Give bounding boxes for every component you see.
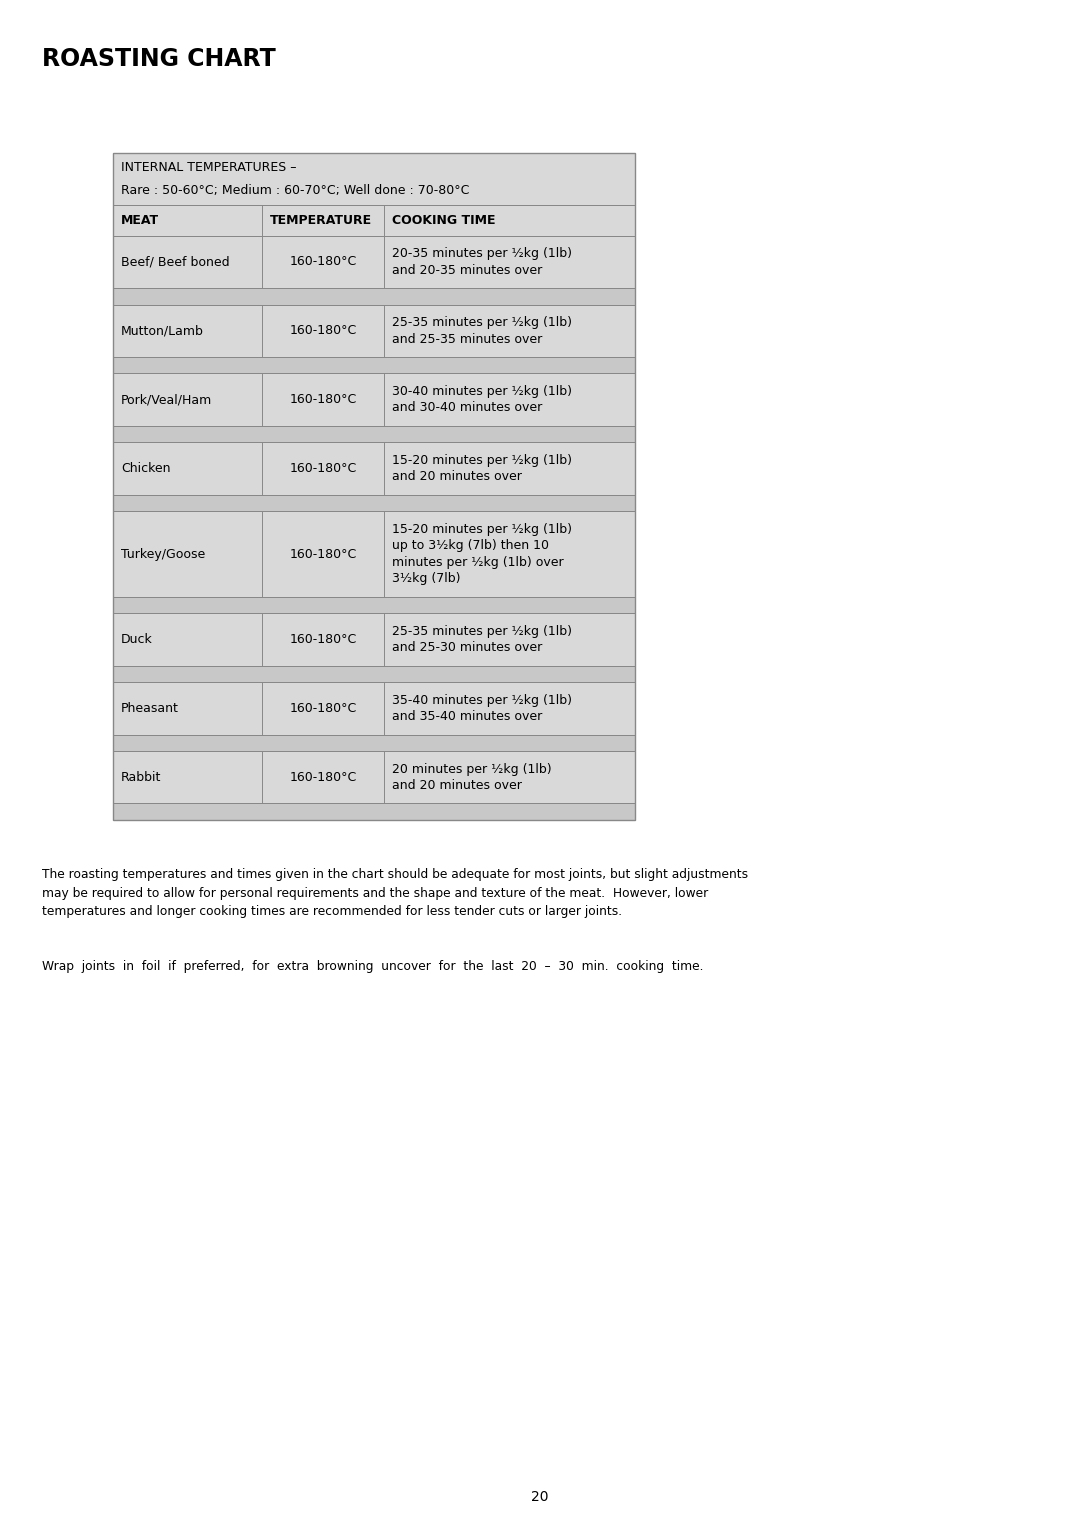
Bar	[113, 613, 261, 666]
Text: The roasting temperatures and times given in the chart should be adequate for mo: The roasting temperatures and times give…	[42, 868, 748, 918]
Text: Rabbit: Rabbit	[121, 770, 161, 784]
Text: Beef/ Beef boned: Beef/ Beef boned	[121, 255, 230, 269]
Text: 160-180°C: 160-180°C	[289, 324, 356, 338]
Bar	[261, 613, 384, 666]
Bar	[113, 443, 261, 495]
Bar	[261, 373, 384, 426]
Bar	[384, 681, 635, 735]
Text: 20-35 minutes per ½kg (1lb)
and 20-35 minutes over: 20-35 minutes per ½kg (1lb) and 20-35 mi…	[392, 248, 572, 277]
Text: MEAT: MEAT	[121, 214, 159, 228]
Text: 160-180°C: 160-180°C	[289, 633, 356, 646]
Bar	[113, 495, 635, 512]
Text: Wrap  joints  in  foil  if  preferred,  for  extra  browning  uncover  for  the : Wrap joints in foil if preferred, for ex…	[42, 960, 703, 973]
Text: 160-180°C: 160-180°C	[289, 770, 356, 784]
Bar	[113, 153, 635, 821]
Bar	[261, 304, 384, 358]
Bar	[384, 373, 635, 426]
Bar	[113, 597, 635, 613]
Text: Pork/Veal/Ham: Pork/Veal/Ham	[121, 393, 213, 406]
Bar	[113, 735, 635, 752]
Bar	[261, 681, 384, 735]
Bar	[384, 235, 635, 289]
Bar	[113, 153, 635, 205]
Text: Duck: Duck	[121, 633, 152, 646]
Bar	[113, 752, 261, 804]
Text: 160-180°C: 160-180°C	[289, 701, 356, 715]
Bar	[113, 512, 261, 597]
Text: 20: 20	[531, 1490, 549, 1504]
Bar	[384, 443, 635, 495]
Text: 30-40 minutes per ½kg (1lb)
and 30-40 minutes over: 30-40 minutes per ½kg (1lb) and 30-40 mi…	[392, 385, 572, 414]
Text: INTERNAL TEMPERATURES –: INTERNAL TEMPERATURES –	[121, 160, 297, 174]
Bar	[384, 205, 635, 235]
Text: ROASTING CHART: ROASTING CHART	[42, 47, 275, 70]
Bar	[113, 358, 635, 373]
Bar	[113, 304, 261, 358]
Text: Chicken: Chicken	[121, 461, 171, 475]
Text: COOKING TIME: COOKING TIME	[392, 214, 496, 228]
Bar	[113, 804, 635, 821]
Text: 20 minutes per ½kg (1lb)
and 20 minutes over: 20 minutes per ½kg (1lb) and 20 minutes …	[392, 762, 552, 792]
Text: 160-180°C: 160-180°C	[289, 461, 356, 475]
Text: Rare : 50-60°C; Medium : 60-70°C; Well done : 70-80°C: Rare : 50-60°C; Medium : 60-70°C; Well d…	[121, 185, 470, 197]
Text: 160-180°C: 160-180°C	[289, 255, 356, 269]
Text: 35-40 minutes per ½kg (1lb)
and 35-40 minutes over: 35-40 minutes per ½kg (1lb) and 35-40 mi…	[392, 694, 572, 723]
Bar	[261, 752, 384, 804]
Text: Turkey/Goose: Turkey/Goose	[121, 547, 205, 561]
Bar	[113, 373, 261, 426]
Text: TEMPERATURE: TEMPERATURE	[270, 214, 372, 228]
Bar	[261, 512, 384, 597]
Bar	[384, 752, 635, 804]
Bar	[113, 235, 261, 289]
Bar	[113, 426, 635, 443]
Text: 15-20 minutes per ½kg (1lb)
and 20 minutes over: 15-20 minutes per ½kg (1lb) and 20 minut…	[392, 454, 572, 483]
Bar	[113, 289, 635, 304]
Text: 15-20 minutes per ½kg (1lb)
up to 3½kg (7lb) then 10
minutes per ½kg (1lb) over
: 15-20 minutes per ½kg (1lb) up to 3½kg (…	[392, 523, 572, 585]
Text: 25-35 minutes per ½kg (1lb)
and 25-30 minutes over: 25-35 minutes per ½kg (1lb) and 25-30 mi…	[392, 625, 572, 654]
Text: 160-180°C: 160-180°C	[289, 393, 356, 406]
Bar	[113, 205, 261, 235]
Bar	[261, 205, 384, 235]
Bar	[113, 666, 635, 681]
Text: 25-35 minutes per ½kg (1lb)
and 25-35 minutes over: 25-35 minutes per ½kg (1lb) and 25-35 mi…	[392, 316, 572, 345]
Bar	[261, 443, 384, 495]
Bar	[113, 153, 635, 821]
Text: 160-180°C: 160-180°C	[289, 547, 356, 561]
Bar	[384, 304, 635, 358]
Text: Mutton/Lamb: Mutton/Lamb	[121, 324, 204, 338]
Text: Pheasant: Pheasant	[121, 701, 179, 715]
Bar	[113, 681, 261, 735]
Bar	[261, 235, 384, 289]
Bar	[384, 512, 635, 597]
Bar	[384, 613, 635, 666]
